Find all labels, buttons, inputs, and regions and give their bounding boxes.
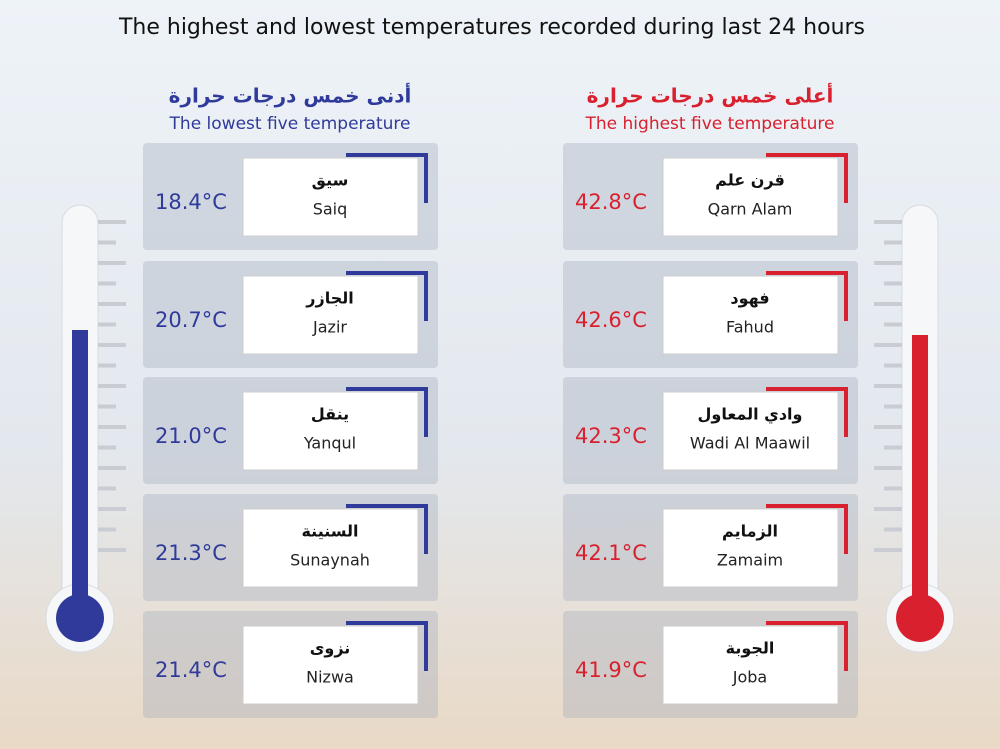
name-card — [242, 508, 419, 588]
name-card — [662, 391, 839, 471]
station-name-en: Qarn Alam — [708, 200, 793, 219]
station-name-en: Zamaim — [717, 551, 783, 570]
temperature: 18.4°C — [155, 190, 227, 214]
station-name-en: Joba — [732, 668, 767, 687]
station-name-en: Saiq — [313, 200, 348, 219]
station-name-ar: الجازر — [305, 289, 353, 308]
card-corner — [346, 504, 428, 554]
name-card — [662, 275, 839, 355]
temperature: 21.4°C — [155, 658, 227, 682]
temperature: 42.8°C — [575, 190, 647, 214]
card-corner — [346, 387, 428, 437]
card-corner — [766, 271, 848, 321]
station-name-en: Yanqul — [303, 434, 356, 453]
card-corner — [766, 504, 848, 554]
temperature: 21.0°C — [155, 424, 227, 448]
title: The highest and lowest temperatures reco… — [118, 15, 865, 40]
lowest-title-en: The lowest five temperature — [169, 114, 411, 134]
temperature: 42.3°C — [575, 424, 647, 448]
station-name-en: Fahud — [726, 318, 774, 337]
card-corner — [766, 621, 848, 671]
card-corner — [766, 153, 848, 203]
name-card — [662, 625, 839, 705]
lowest-title-ar: أدنى خمس درجات حرارة — [169, 82, 412, 108]
card-corner — [346, 621, 428, 671]
name-card — [662, 508, 839, 588]
station-name-en: Nizwa — [306, 668, 354, 687]
name-card — [242, 275, 419, 355]
temperature: 21.3°C — [155, 541, 227, 565]
name-card — [242, 391, 419, 471]
station-name-ar: نزوى — [310, 639, 351, 658]
station-name-ar: السنينة — [301, 522, 358, 541]
station-name-ar: قرن علم — [715, 171, 785, 190]
station-name-ar: الزمايم — [722, 522, 778, 541]
card-corner — [346, 153, 428, 203]
highest-title-ar: أعلى خمس درجات حرارة — [587, 82, 834, 108]
station-name-ar: الجوبة — [726, 639, 775, 658]
station-name-en: Sunaynah — [290, 551, 370, 570]
station-name-ar: فهود — [730, 289, 769, 308]
station-name-ar: سيق — [312, 171, 349, 190]
highest-title-en: The highest five temperature — [585, 114, 835, 134]
card-corner — [766, 387, 848, 437]
station-name-ar: وادي المعاول — [698, 405, 803, 425]
name-card — [662, 157, 839, 237]
station-name-ar: ينقل — [311, 405, 349, 424]
station-name-en: Jazir — [312, 318, 347, 337]
temperature: 20.7°C — [155, 308, 227, 332]
temperature: 41.9°C — [575, 658, 647, 682]
card-corner — [346, 271, 428, 321]
thermometer-hot — [885, 204, 955, 653]
name-card — [242, 157, 419, 237]
name-card — [242, 625, 419, 705]
temperature: 42.6°C — [575, 308, 647, 332]
station-name-en: Wadi Al Maawil — [690, 434, 810, 453]
temperature: 42.1°C — [575, 541, 647, 565]
